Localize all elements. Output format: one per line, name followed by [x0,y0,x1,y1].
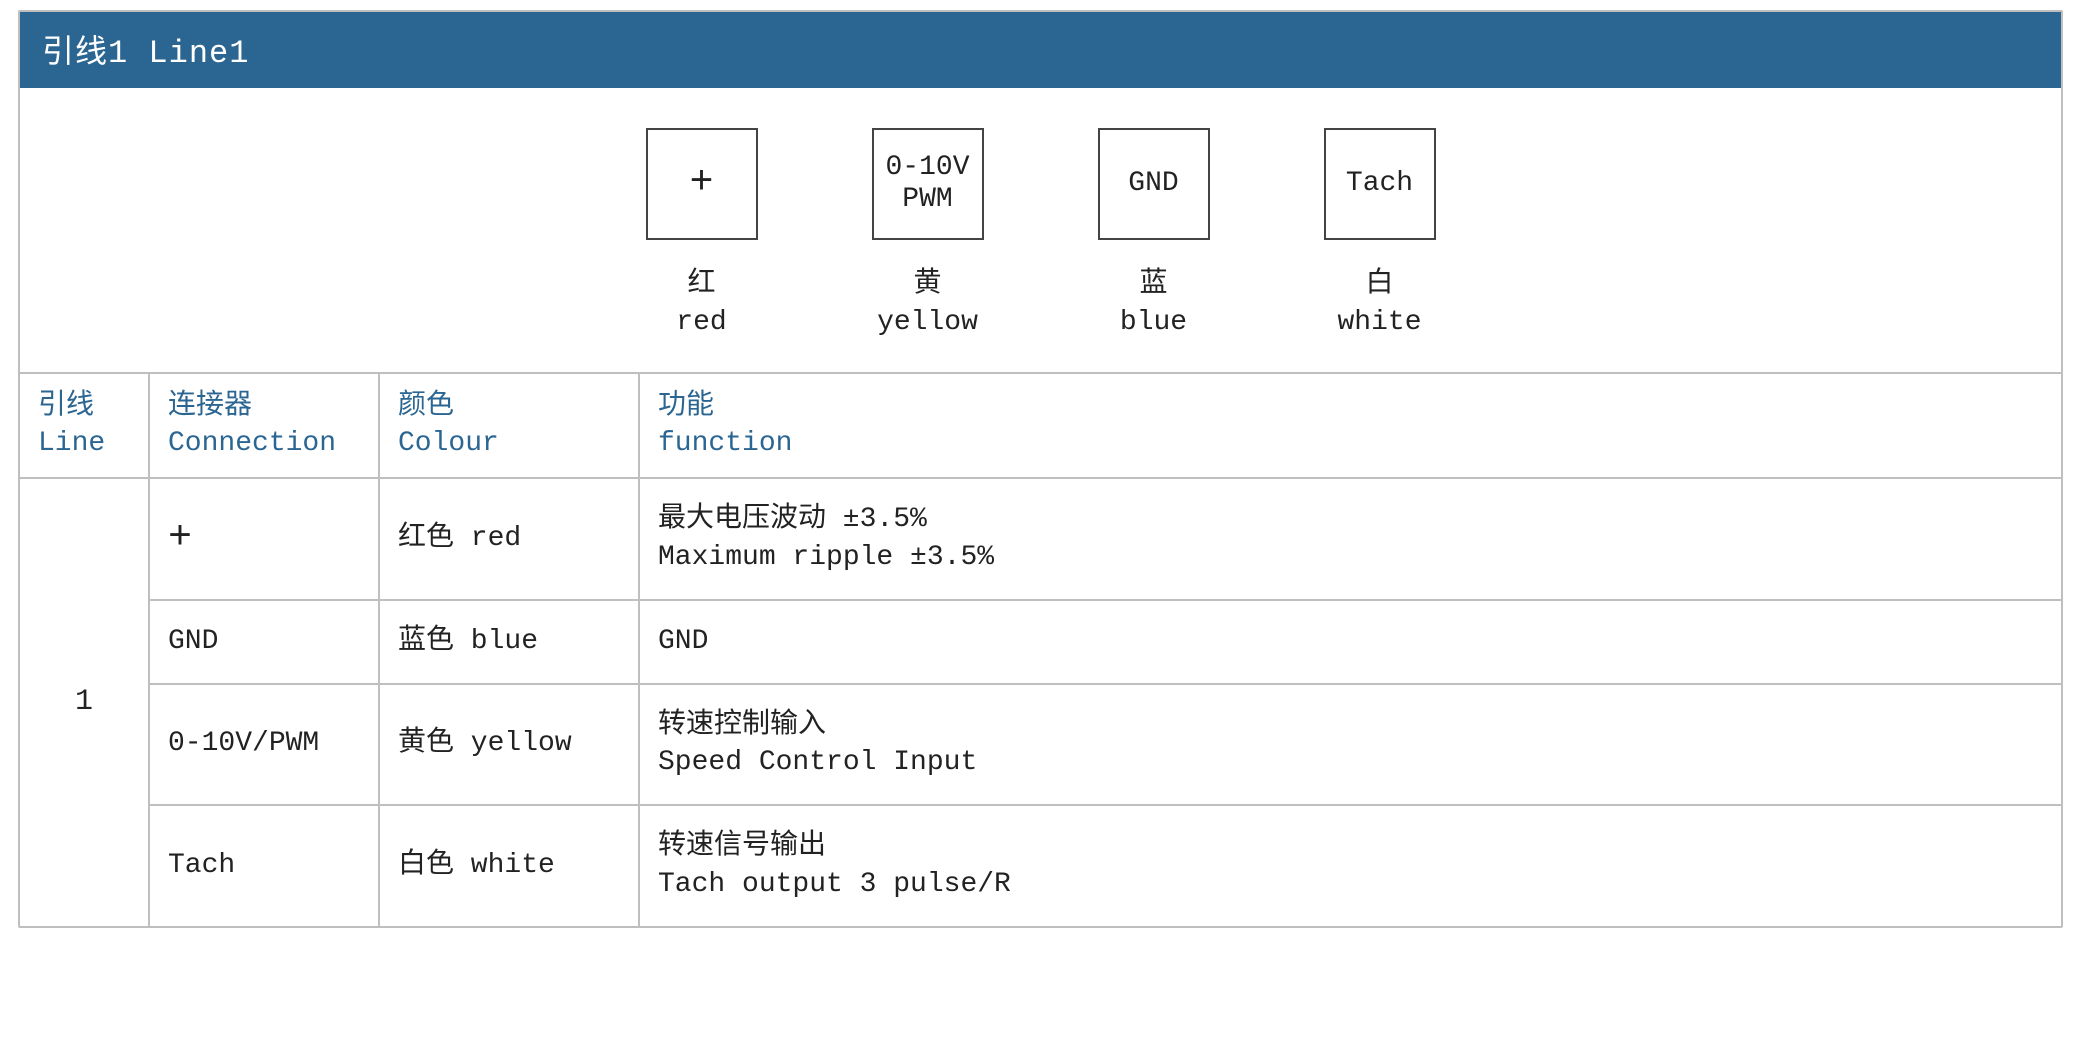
table-row: Tach 白色 white 转速信号输出 Tach output 3 pulse… [150,806,2061,926]
panel-header-text: 引线1 Line1 [42,35,249,72]
pin-caption-cn: 蓝 [1139,269,1167,300]
pin-caption-en: blue [1120,307,1187,338]
pin-caption-cn: 黄 [913,269,941,300]
th-line-en: Line [38,428,105,459]
td-conn-text: Tach [168,847,235,885]
panel: 引线1 Line1 + 红 red 0-10V PWM [18,10,2063,928]
pin-box: 0-10V PWM [872,128,984,240]
pin-caption: 红 red [676,266,726,342]
wire-table: 引线 Line 连接器 Connection 颜色 Colour 功能 func… [20,372,2061,926]
pin-pwm: 0-10V PWM 黄 yellow [863,128,993,342]
td-func-en: GND [658,626,708,657]
pin-gnd: GND 蓝 blue [1089,128,1219,342]
th-function: 功能 function [640,374,2061,478]
pin-box: + [646,128,758,240]
th-colour: 颜色 Colour [380,374,640,478]
th-conn-en: Connection [168,428,336,459]
td-conn-text: + [168,527,192,551]
td-line-value: 1 [75,682,93,723]
td-function: GND [640,601,2061,683]
td-func-en: Tach output 3 pulse/R [658,869,1011,900]
td-connection: Tach [150,806,380,926]
td-connection: + [150,479,380,599]
pin-symbol-line2: PWM [902,184,952,216]
table-row: 0-10V/PWM 黄色 yellow 转速控制输入 Speed Control… [150,685,2061,807]
pin-symbol: GND [1128,168,1178,200]
pin-tach: Tach 白 white [1315,128,1445,342]
pin-box: Tach [1324,128,1436,240]
td-conn-text: GND [168,623,218,661]
td-func-cn: 转速信号输出 [658,831,826,862]
td-func-en: Maximum ripple ±3.5% [658,542,994,573]
th-connection: 连接器 Connection [150,374,380,478]
td-color-text: 红色 red [398,520,521,558]
th-line: 引线 Line [20,374,150,478]
table-row: GND 蓝色 blue GND [150,601,2061,685]
td-function: 转速控制输入 Speed Control Input [640,685,2061,805]
td-colour: 黄色 yellow [380,685,640,805]
table-row: + 红色 red 最大电压波动 ±3.5% Maximum ripple ±3.… [150,479,2061,601]
th-conn-cn: 连接器 [168,391,252,422]
pin-caption-en: yellow [877,307,978,338]
page: 引线1 Line1 + 红 red 0-10V PWM [0,0,2081,934]
pin-plus: + 红 red [637,128,767,342]
td-func-cn: 转速控制输入 [658,710,826,741]
table-body: 1 + 红色 red 最大电压波动 ±3.5% Maximum ripple ±… [20,479,2061,926]
th-color-cn: 颜色 [398,391,454,422]
pin-caption: 白 white [1337,266,1421,342]
pin-box: GND [1098,128,1210,240]
td-color-text: 蓝色 blue [398,623,538,661]
td-color-text: 白色 white [398,847,555,885]
pin-symbol: Tach [1346,168,1413,200]
td-connection: 0-10V/PWM [150,685,380,805]
pin-caption-cn: 白 [1365,269,1393,300]
pin-row: + 红 red 0-10V PWM 黄 yellow [40,128,2041,342]
td-colour: 蓝色 blue [380,601,640,683]
td-conn-text: 0-10V/PWM [168,725,319,763]
td-color-text: 黄色 yellow [398,725,572,763]
pin-diagram: + 红 red 0-10V PWM 黄 yellow [20,88,2061,372]
td-func-cn: 最大电压波动 ±3.5% [658,504,927,535]
pin-caption-cn: 红 [687,269,715,300]
th-func-en: function [658,428,792,459]
th-line-cn: 引线 [38,391,94,422]
table-rows: + 红色 red 最大电压波动 ±3.5% Maximum ripple ±3.… [150,479,2061,926]
th-func-cn: 功能 [658,391,714,422]
td-func-en: Speed Control Input [658,747,977,778]
td-colour: 白色 white [380,806,640,926]
pin-symbol: + [689,172,713,196]
td-colour: 红色 red [380,479,640,599]
td-function: 转速信号输出 Tach output 3 pulse/R [640,806,2061,926]
td-line-group: 1 [20,479,150,926]
th-color-en: Colour [398,428,499,459]
pin-caption-en: red [676,307,726,338]
td-function: 最大电压波动 ±3.5% Maximum ripple ±3.5% [640,479,2061,599]
pin-caption: 蓝 blue [1120,266,1187,342]
table-header-row: 引线 Line 连接器 Connection 颜色 Colour 功能 func… [20,374,2061,480]
pin-caption: 黄 yellow [877,266,978,342]
td-connection: GND [150,601,380,683]
pin-symbol-line1: 0-10V [885,152,969,184]
panel-header: 引线1 Line1 [20,12,2061,88]
pin-caption-en: white [1337,307,1421,338]
